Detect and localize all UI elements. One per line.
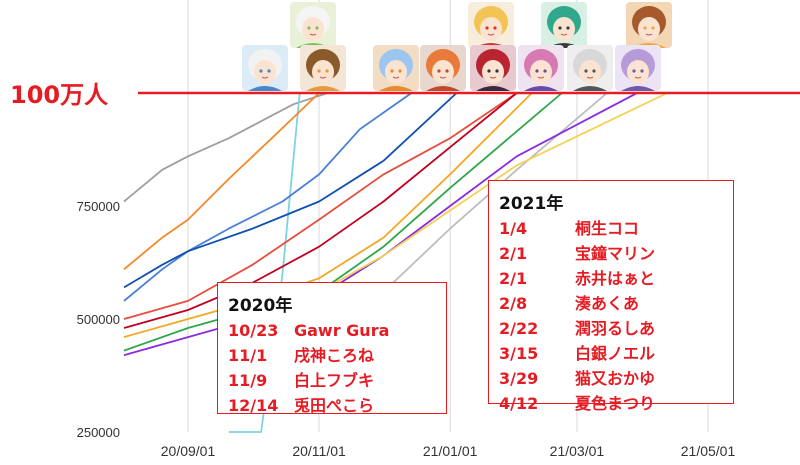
milestone-date: 2/22 [499, 319, 539, 338]
series-line-8 [123, 92, 533, 338]
milestone-entry: 4/12 夏色まつり [499, 391, 723, 416]
milestone-entry: 2/8 湊あくあ [499, 291, 723, 316]
y-tick-label: 250000 [77, 425, 120, 440]
x-tick-label: 20/11/01 [292, 443, 346, 459]
box-2021-rows: 1/4 桐生ココ 2/1 宝鐘マリン 2/1 赤井はぁと 2/8 湊あくあ 2/22 潤羽るしあ 3… [499, 216, 723, 416]
milestone-date: 1/4 [499, 219, 528, 238]
milestone-name: Gawr Gura [294, 321, 390, 340]
avatar-pekora-icon [373, 45, 419, 91]
x-tick-label: 21/05/01 [681, 443, 736, 459]
milestone-entry: 12/14 兎田ぺこら [228, 393, 436, 418]
avatar-okayu-icon [615, 45, 661, 91]
milestone-name: 潤羽るしあ [575, 319, 656, 338]
box-2020-title: 2020年 [228, 296, 293, 316]
milestone-entry: 3/29 猫又おかゆ [499, 366, 723, 391]
x-axis-ticks: 20/09/01 20/11/01 21/01/01 21/03/01 21/05/01 [161, 443, 736, 459]
series-line-1 [123, 92, 328, 203]
milestone-name: 夏色まつり [575, 394, 656, 413]
milestone-date: 2/1 [499, 269, 528, 288]
avatar-gura-icon [242, 45, 288, 91]
milestone-name: 赤井はぁと [575, 269, 656, 288]
series-line-3 [123, 92, 320, 270]
milestone-entry: 11/9 白上フブキ [228, 368, 436, 393]
milestone-name: 白上フブキ [294, 371, 375, 390]
milestone-name: 白銀ノエル [575, 344, 656, 363]
milestone-date: 3/15 [499, 344, 539, 363]
series-line-7 [123, 92, 518, 329]
series-line-11 [123, 92, 638, 357]
milestone-entry: 2/1 赤井はぁと [499, 266, 723, 291]
milestone-name: 猫又おかゆ [575, 369, 656, 388]
milestone-name: 湊あくあ [575, 294, 640, 313]
y-tick-label: 500000 [77, 312, 120, 327]
milestone-label: 100万人 [10, 81, 108, 109]
milestone-box-2021: 2021年 1/4 桐生ココ 2/1 宝鐘マリン 2/1 赤井はぁと 2/8 湊あくあ 2/22… [488, 180, 734, 413]
avatar-rushia-icon [541, 2, 587, 48]
box-2021-title: 2021年 [499, 194, 564, 214]
milestone-name: 桐生ココ [575, 219, 640, 238]
series-line-6 [123, 92, 518, 320]
milestone-entry: 2/1 宝鐘マリン [499, 241, 723, 266]
milestone-name: 宝鐘マリン [575, 244, 656, 263]
avatar-noel-icon [567, 45, 613, 91]
milestone-entry: 2/22 潤羽るしあ [499, 316, 723, 341]
milestone-date: 10/23 [228, 321, 279, 340]
milestone-name: 兎田ぺこら [294, 396, 375, 415]
milestone-date: 11/9 [228, 371, 268, 390]
milestone-entry: 11/1 戌神ころね [228, 343, 436, 368]
avatar-marine-icon [470, 45, 516, 91]
y-tick-label: 750000 [77, 199, 120, 214]
milestone-date: 3/29 [499, 369, 539, 388]
milestone-box-2020: 2020年 10/23 Gawr Gura 11/1 戌神ころね 11/9 白上フブキ 12… [217, 282, 447, 415]
x-tick-label: 21/01/01 [423, 443, 478, 459]
milestone-name: 戌神ころね [294, 346, 375, 365]
milestone-date: 12/14 [228, 396, 279, 415]
milestone-date: 11/1 [228, 346, 268, 365]
milestone-entry: 1/4 桐生ココ [499, 216, 723, 241]
milestone-date: 2/8 [499, 294, 528, 313]
milestone-date: 4/12 [499, 394, 539, 413]
milestone-date: 2/1 [499, 244, 528, 263]
milestone-entry: 10/23 Gawr Gura [228, 318, 436, 343]
series-line-5 [123, 92, 458, 289]
avatar-fubuki-icon [290, 2, 336, 48]
avatar-matsuri-icon [626, 2, 672, 48]
series-line-4 [123, 92, 413, 302]
box-2020-rows: 10/23 Gawr Gura 11/1 戌神ころね 11/9 白上フブキ 12/14 兎田ぺ… [228, 318, 436, 418]
avatar-korone-icon [300, 45, 346, 91]
avatar-aqua-icon [518, 45, 564, 91]
avatar-coco-icon [420, 45, 466, 91]
y-axis-ticks: 750000 500000 250000 [77, 199, 120, 440]
x-tick-label: 21/03/01 [550, 443, 605, 459]
avatar-haato-icon [468, 2, 514, 48]
milestone-entry: 3/15 白銀ノエル [499, 341, 723, 366]
x-tick-label: 20/09/01 [161, 443, 216, 459]
